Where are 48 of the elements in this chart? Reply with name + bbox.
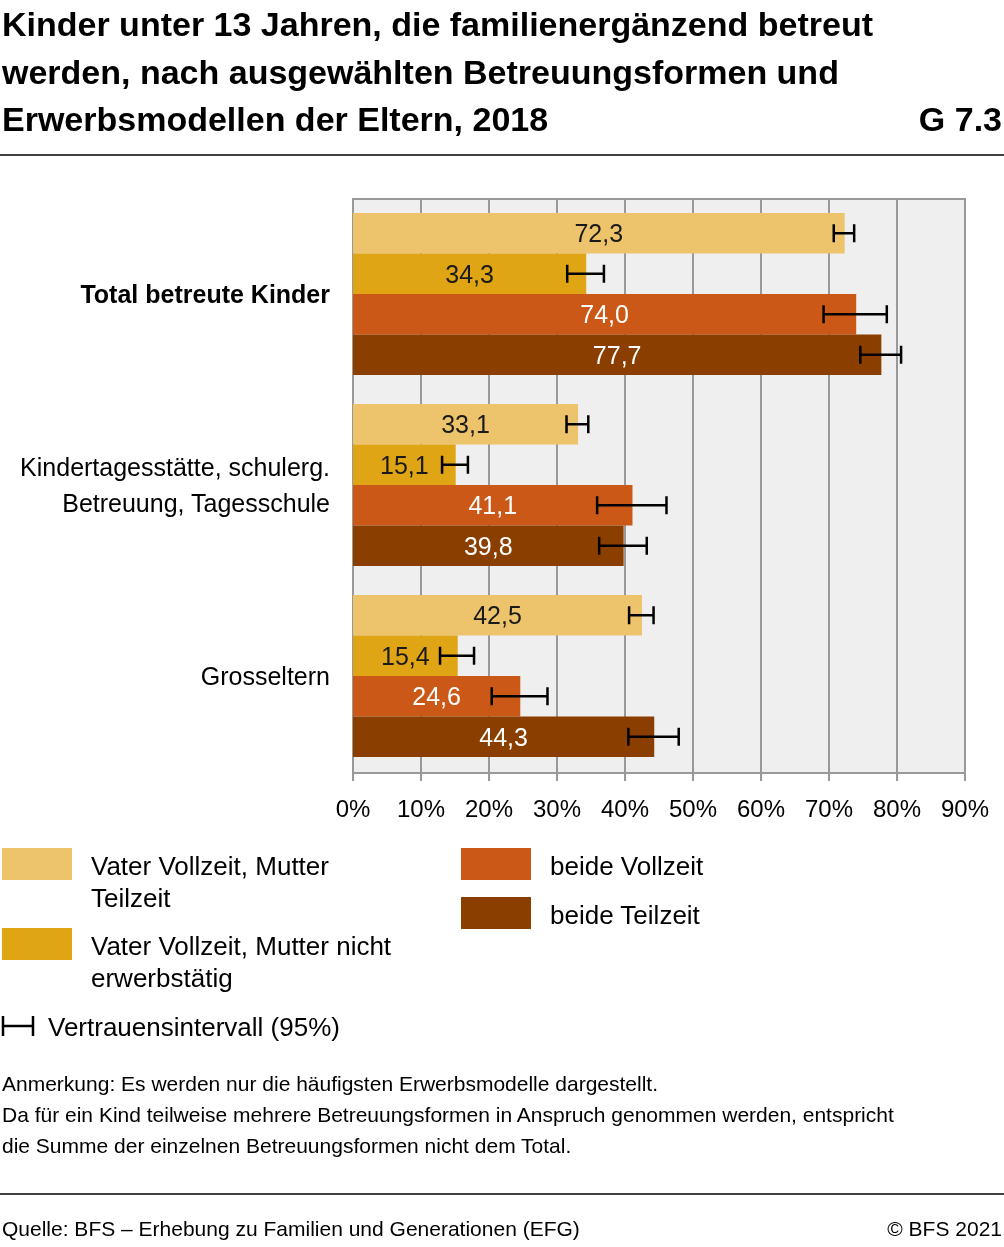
data-label: 74,0 <box>580 300 629 329</box>
legend-label: beide Vollzeit <box>550 851 704 881</box>
data-label: 24,6 <box>412 682 461 711</box>
x-tick-label: 60% <box>736 795 786 822</box>
data-label: 72,3 <box>574 219 624 248</box>
x-tick-label: 30% <box>532 795 582 822</box>
text: Anmerkung: Es werden nur die häufigsten Erwerbsmodelle dargestellt. <box>2 1072 659 1095</box>
bar <box>353 716 655 757</box>
legend-label: Vater Vollzeit, Mutter Teilzeit <box>91 851 330 913</box>
chart-subtitle: G 7.3 <box>918 100 1002 138</box>
data-label: 15,4 <box>381 641 430 670</box>
bar <box>353 253 587 294</box>
bar <box>353 444 456 485</box>
x-tick-label: 90% <box>940 795 990 822</box>
bar <box>353 294 857 335</box>
bar <box>353 676 521 717</box>
legend-label: beide Teilzeit <box>550 900 701 930</box>
y-tick-label: Kindertagesstätte, schulerg. Betreuung, Tagesschule <box>20 453 330 517</box>
x-tick-label: 40% <box>600 795 650 822</box>
data-label: 39,8 <box>463 531 513 560</box>
x-tick-label: 50% <box>668 795 718 822</box>
data-label: 34,3 <box>445 259 494 288</box>
bar <box>353 485 633 526</box>
x-tick-label: 70% <box>804 795 854 822</box>
x-tick-label: 20% <box>464 795 514 822</box>
y-tick-label: Total betreute Kinder <box>80 280 331 308</box>
bar <box>353 595 642 636</box>
chart-title: Kinder unter 13 Jahren, die familienergänzend betreut werden, nach ausgewählten Betreuungsformen und Erwerbsmodellen der Eltern, 2018 <box>1 5 873 138</box>
text: Da für ein Kind teilweise mehrere Betreuungsformen in Anspruch genommen werden, entspricht die Summe der einzelnen Betreuungsformen nicht dem Total. <box>2 1103 894 1157</box>
y-tick-label: Grosseltern <box>200 662 330 690</box>
data-label: 77,7 <box>592 340 642 369</box>
x-tick-label: 10% <box>396 795 446 822</box>
text: Vertrauensintervall (95%) <box>48 1012 340 1042</box>
bar <box>353 525 624 566</box>
data-label: 15,1 <box>380 450 429 479</box>
text: © BFS 2021 <box>887 1217 1002 1240</box>
bar <box>353 635 458 676</box>
bar <box>353 404 579 445</box>
legend-label: Vater Vollzeit, Mutter nicht erwerbstätig <box>91 931 392 993</box>
data-label: 41,1 <box>468 491 518 520</box>
x-tick-label: 80% <box>872 795 922 822</box>
source-note: Quelle: BFS – Erhebung zu Familien und Generationen (EFG) <box>2 1217 580 1240</box>
data-label: 44,3 <box>479 722 528 751</box>
data-label: 33,1 <box>441 410 490 439</box>
x-tick-label: 0% <box>335 795 371 822</box>
bar <box>353 334 882 375</box>
bar <box>353 213 845 254</box>
data-label: 42,5 <box>473 601 522 630</box>
